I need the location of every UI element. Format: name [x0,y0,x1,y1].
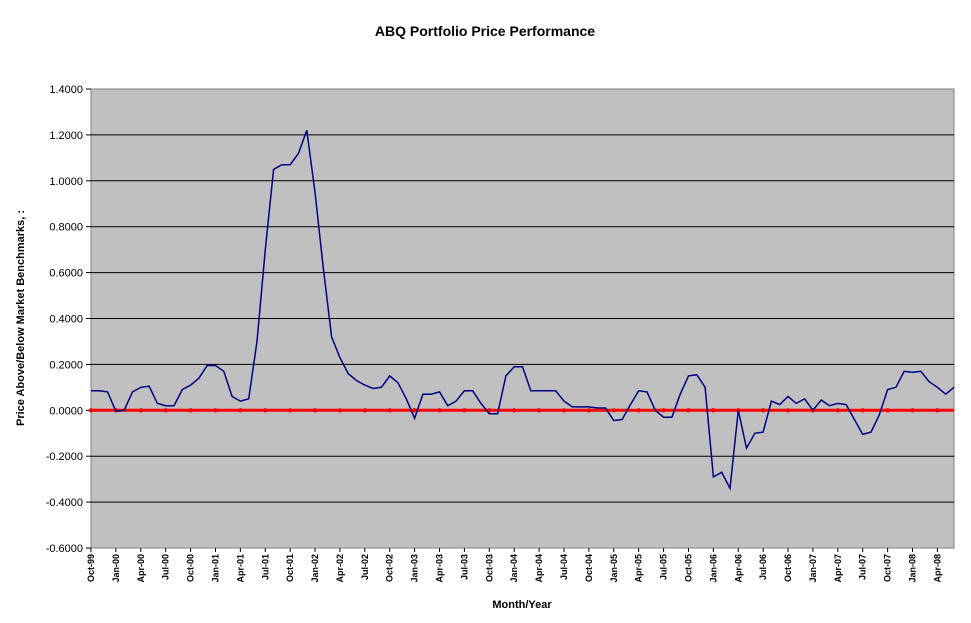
x-tick-label: Apr-03 [435,554,445,583]
benchmark-point [910,408,915,413]
benchmark-point [935,408,940,413]
x-tick-label: Oct-06 [783,554,793,582]
x-tick-label: Oct-04 [584,554,594,582]
y-tick-label: 1.2000 [49,130,83,142]
x-tick-label: Apr-04 [534,554,544,583]
benchmark-point [437,408,442,413]
x-tick-label: Apr-07 [833,554,843,583]
y-tick-label: 0.6000 [49,268,83,280]
x-tick-label: Jul-03 [459,554,469,580]
x-tick-label: Jan-00 [111,554,121,583]
x-tick-label: Jan-01 [210,554,220,583]
benchmark-point [238,408,243,413]
series-layer [88,130,955,491]
x-tick-label: Jul-05 [659,554,669,580]
benchmark-point [512,408,517,413]
x-tick-label: Oct-00 [186,554,196,582]
y-tick-label: 0.0000 [49,405,83,417]
y-tick-label: -0.6000 [46,543,83,555]
y-tick-label: 1.4000 [49,84,83,96]
benchmark-point [312,408,318,413]
x-tick-label: Jan-08 [908,554,918,583]
x-axis-ticks: Oct-99 Jan-00 Apr-00 Jul-00 Oct-00 Jan-01 Apr-… [86,548,942,583]
x-tick-label: Apr-00 [136,554,146,583]
x-tick-label: Apr-06 [733,554,743,583]
benchmark-point [835,408,841,413]
benchmark-point [337,408,343,413]
x-tick-label: Jan-07 [808,554,818,583]
x-tick-label: Apr-08 [932,554,942,583]
y-tick-label: -0.2000 [46,451,83,463]
y-tick-label: 0.2000 [49,359,83,371]
x-tick-label: Apr-02 [335,554,345,583]
benchmark-point [760,408,766,413]
x-tick-label: Oct-02 [385,554,395,582]
x-tick-label: Jul-02 [360,554,370,580]
y-tick-label: 1.0000 [49,176,83,188]
benchmark-point [88,408,94,413]
x-tick-label: Oct-05 [683,554,693,582]
performance-line [91,130,955,491]
y-tick-label: 0.8000 [49,222,83,234]
benchmark-point [362,408,368,413]
benchmark-point [785,408,791,413]
benchmark-point [711,408,716,413]
benchmark-point [686,408,691,413]
x-tick-label: Jul-01 [260,554,270,580]
y-axis-label: Price Above/Below Market Benchmarks, : [15,210,27,426]
x-tick-label: Jan-02 [310,554,320,583]
benchmark-point [636,408,641,413]
benchmark-point [213,408,218,413]
benchmark-point [287,408,293,413]
x-tick-label: Jan-05 [609,554,619,583]
x-tick-label: Oct-01 [285,554,295,582]
benchmark-point [586,408,592,413]
benchmark-point [163,408,168,413]
x-tick-label: Jul-04 [559,554,569,580]
benchmark-point [860,408,865,413]
benchmark-point [188,408,193,413]
benchmark-point [611,408,616,413]
benchmark-point [661,408,666,413]
x-tick-label: Jul-07 [858,554,868,580]
x-tick-label: Apr-05 [634,554,644,583]
x-tick-label: Jan-03 [410,554,420,583]
x-tick-label: Jan-04 [509,554,519,583]
x-tick-label: Oct-99 [86,554,96,582]
benchmark-point [462,408,467,413]
y-axis-ticks: 1.4000 1.2000 1.0000 0.8000 0.6000 0.4000 0.20… [46,84,91,555]
x-tick-label: Jan-06 [708,554,718,583]
x-tick-label: Jul-06 [758,554,768,580]
benchmark-point [138,408,143,413]
benchmark-point [387,408,392,413]
x-tick-label: Apr-01 [235,554,245,583]
benchmark-point [536,408,542,413]
benchmark-point [885,408,890,413]
y-tick-label: 0.4000 [49,314,83,326]
benchmark-point [263,408,268,413]
y-tick-label: -0.4000 [46,497,83,509]
x-axis-label: Month/Year [492,599,552,611]
x-tick-label: Oct-07 [883,554,893,582]
x-tick-label: Jul-00 [161,554,171,580]
benchmark-point [412,408,417,413]
chart-title: ABQ Portfolio Price Performance [375,23,595,39]
benchmark-point [561,408,567,413]
x-tick-label: Oct-03 [484,554,494,582]
